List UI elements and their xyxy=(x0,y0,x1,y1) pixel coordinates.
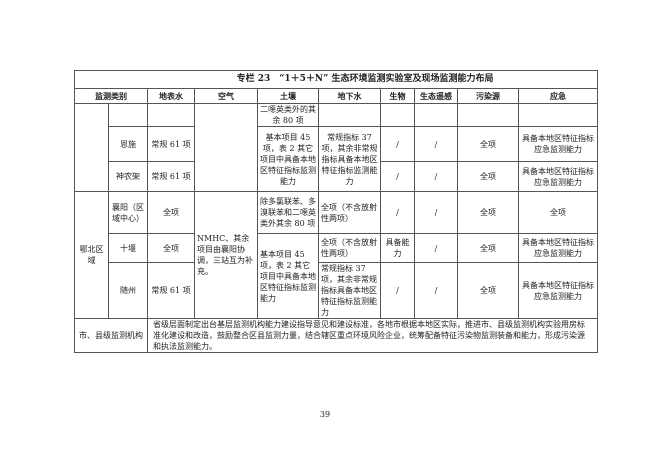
soil-cell: 基本项目 45 项，表 2 其它项目中具备本地区特征指标监测能力 xyxy=(257,233,319,319)
sub-cell: 襄阳（区域中心） xyxy=(108,191,148,234)
bio-cell: / xyxy=(380,262,415,319)
header-pollution-source: 污染源 xyxy=(457,88,519,104)
cell xyxy=(380,103,415,127)
pollution-cell: 全项 xyxy=(457,262,519,319)
table-title: 专栏 23 “1＋5＋N” 生态环境监测实验室及现场监测能力布局 xyxy=(73,70,599,89)
header-biology: 生物 xyxy=(380,88,415,104)
groundwater-cell: 常规指标 37 项，其余非常规指标具备本地区特征指标监测能力 xyxy=(318,262,381,319)
cell xyxy=(414,103,458,127)
rs-cell: / xyxy=(414,161,458,192)
footer-label: 市、县级监测机构 xyxy=(74,318,148,353)
header-groundwater: 地下水 xyxy=(318,88,381,104)
bio-cell: 具备能力 xyxy=(380,233,415,263)
groundwater-cell: 全项（不含放射性两项） xyxy=(318,191,381,234)
sub-cell xyxy=(108,103,148,127)
bio-cell: / xyxy=(380,191,415,234)
soil-cell: 除多氯联苯、多溴联苯和二噁英类外其余 80 项 xyxy=(257,191,319,234)
emergency-cell: 全项 xyxy=(517,191,599,234)
rs-cell: / xyxy=(414,126,458,162)
group-cell: 鄂北区域 xyxy=(74,191,109,319)
cell xyxy=(318,103,381,127)
pollution-cell: 全项 xyxy=(457,191,519,234)
pollution-cell: 全项 xyxy=(457,126,519,162)
sub-cell: 随州 xyxy=(108,262,148,319)
water-cell: 常规 61 项 xyxy=(147,126,195,162)
groundwater-cell: 全项（不含放射性两项） xyxy=(318,233,381,263)
cell xyxy=(147,103,195,127)
air-cell: NMHC、其余项目由襄阳协调，三站互为补充。 xyxy=(194,191,258,319)
emergency-cell: 具备本地区特征指标应急监测能力 xyxy=(517,126,599,162)
bio-cell: / xyxy=(380,126,415,162)
header-soil: 土壤 xyxy=(257,88,319,104)
water-cell: 全项 xyxy=(147,233,195,263)
sub-cell: 十堰 xyxy=(108,233,148,263)
soil-cell: 基本项目 45 项，表 2 其它项目中具备本地区特征指标监测能力 xyxy=(257,126,319,192)
table-row: 十堰 全项 基本项目 45 项，表 2 其它项目中具备本地区特征指标监测能力 全… xyxy=(75,233,599,319)
table-row: 神农架 常规 61 项 / / 全项 具备本地区特征指标应急监测能力 xyxy=(75,161,599,192)
table-row: 二噁英类外的其余 80 项 xyxy=(74,103,599,192)
sub-cell: 恩施 xyxy=(108,126,148,162)
footer-row: 市、县级监测机构 省级层面制定出台基层监测机构能力建设指导意见和建设标准，各地市… xyxy=(74,318,599,353)
pollution-cell: 全项 xyxy=(457,233,519,263)
header-surface-water: 地表水 xyxy=(147,88,195,104)
header-category: 监测类别 xyxy=(74,88,148,104)
header-air: 空气 xyxy=(194,88,258,104)
bio-cell: / xyxy=(380,161,415,192)
rs-cell: / xyxy=(414,191,458,234)
water-cell: 常规 61 项 xyxy=(147,262,195,319)
table-row: 鄂北区域 襄阳（区域中心） 全项 NMHC、其余项目由襄阳协调，三站互为补充。 … xyxy=(74,191,599,319)
header-emergency: 应急 xyxy=(517,88,599,104)
emergency-cell: 具备本地区特征指标应急监测能力 xyxy=(517,262,599,319)
group-cell xyxy=(74,103,109,192)
sub-cell: 神农架 xyxy=(108,161,148,192)
header-remote-sensing: 生态遥感 xyxy=(414,88,458,104)
footer-text: 省级层面制定出台基层监测机构能力建设指导意见和建设标准，各地市根据本地区实际，推… xyxy=(146,318,599,353)
water-cell: 常规 61 项 xyxy=(147,161,195,192)
rs-cell: / xyxy=(414,262,458,319)
water-cell: 全项 xyxy=(147,191,195,234)
capacity-layout-table: 专栏 23 “1＋5＋N” 生态环境监测实验室及现场监测能力布局 监测类别 地表… xyxy=(73,70,599,353)
emergency-cell: 具备本地区特征指标应急监测能力 xyxy=(517,233,599,263)
soil-cell: 二噁英类外的其余 80 项 xyxy=(257,103,319,127)
header-row: 监测类别 地表水 空气 土壤 地下水 生物 生态遥感 污染源 应急 xyxy=(74,88,599,104)
groundwater-cell: 常规指标 37 项，其余非常规指标具备本地区特征指标监测能力 xyxy=(318,126,381,192)
table-row: 随州 常规 61 项 常规指标 37 项，其余非常规指标具备本地区特征指标监测能… xyxy=(75,262,599,319)
cell xyxy=(457,103,519,127)
rs-cell: / xyxy=(414,233,458,263)
page-number: 39 xyxy=(319,410,331,419)
cell xyxy=(517,103,599,127)
pollution-cell: 全项 xyxy=(457,161,519,192)
emergency-cell: 具备本地区特征指标应急监测能力 xyxy=(517,161,599,192)
table-row: 恩施 常规 61 项 基本项目 45 项，表 2 其它项目中具备本地区特征指标监… xyxy=(75,126,599,192)
air-cell xyxy=(194,103,258,192)
